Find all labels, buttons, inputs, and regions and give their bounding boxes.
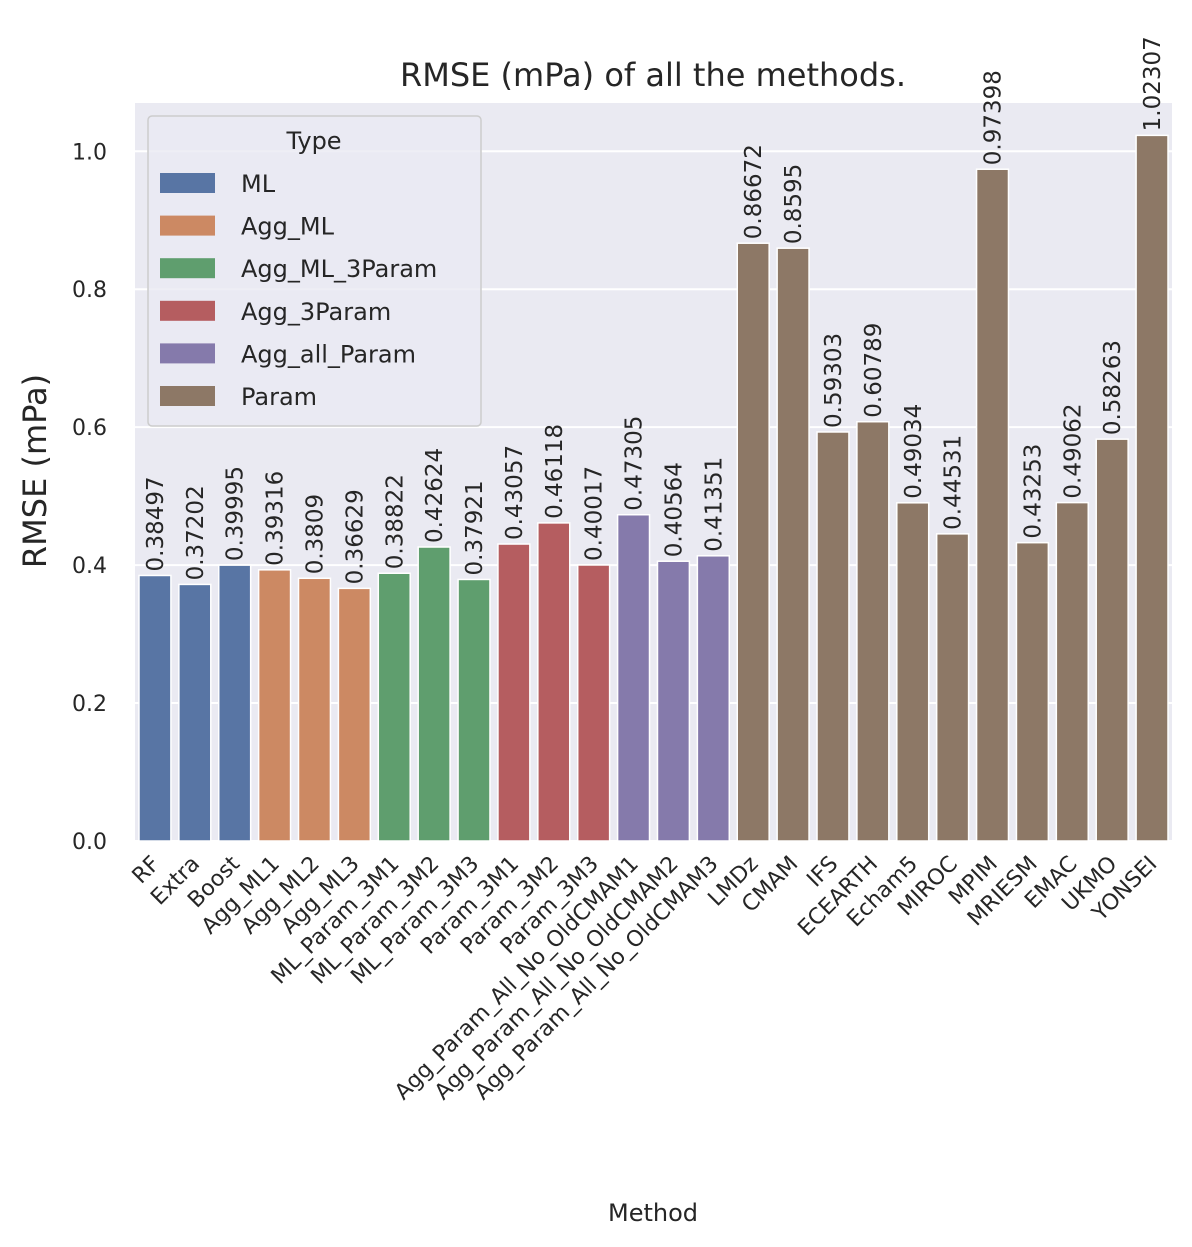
bar: [736, 242, 770, 842]
data-label: 0.39995: [223, 466, 249, 561]
data-label: 0.43057: [502, 445, 528, 540]
bar: [935, 533, 970, 842]
data-label: 0.42624: [422, 448, 448, 543]
legend-swatch: [160, 343, 215, 364]
bar: [856, 420, 890, 842]
data-label: 0.40564: [661, 462, 687, 557]
data-label: 0.60789: [861, 323, 887, 418]
bar: [1135, 134, 1169, 842]
bar: [457, 578, 491, 842]
bar: [337, 587, 372, 842]
data-label: 0.8595: [781, 164, 807, 244]
bars: [138, 134, 1169, 842]
data-label: 0.86672: [741, 144, 767, 239]
data-label: 0.49062: [1060, 403, 1086, 498]
data-label: 0.44531: [941, 435, 967, 530]
y-tick-label: 0.0: [72, 830, 107, 855]
y-axis-label: RMSE (mPa): [16, 374, 54, 568]
legend-swatch: [160, 215, 215, 236]
data-label: 0.97398: [981, 70, 1007, 165]
legend-swatch: [160, 386, 215, 406]
legend-swatch: [160, 300, 215, 321]
bar: [497, 543, 531, 842]
data-label: 0.37202: [183, 485, 209, 580]
bar: [257, 569, 292, 842]
bar: [417, 546, 451, 842]
legend-label: Agg_ML: [241, 213, 335, 241]
legend-swatch: [160, 173, 215, 193]
data-label: 0.39316: [263, 471, 289, 566]
bar: [896, 502, 930, 842]
data-label: 0.47305: [622, 416, 648, 511]
data-labels: 0.38497 0.37202 0.39995 0.39316 0.3809 0.3662…: [143, 36, 1166, 584]
legend-swatch: [160, 258, 215, 279]
y-axis-ticks: 0.0 0.2 0.4 0.6 0.8 1.0: [72, 140, 107, 855]
legend-box: [147, 115, 482, 427]
legend: Type ML Agg_ML Agg_ML_3Param Agg_3Param Agg_…: [147, 115, 482, 427]
data-label: 1.02307: [1140, 36, 1166, 131]
legend-label: Agg_3Param: [241, 298, 391, 326]
bar: [816, 431, 850, 842]
data-label: 0.59303: [821, 333, 847, 428]
legend-label: ML: [241, 170, 276, 198]
data-label: 0.58263: [1100, 340, 1126, 435]
bar: [576, 564, 611, 842]
legend-entries: ML Agg_ML Agg_ML_3Param Agg_3Param Agg_all_P…: [160, 170, 437, 411]
legend-label: Agg_all_Param: [241, 340, 416, 368]
data-label: 0.37921: [462, 480, 488, 575]
bar: [1015, 541, 1050, 842]
bar: [537, 522, 571, 842]
data-label: 0.36629: [342, 489, 368, 584]
bar: [1055, 501, 1089, 842]
bar: [1095, 438, 1129, 842]
x-axis-ticks: RFExtraBoostAgg_ML1Agg_ML2Agg_ML3ML_Para…: [128, 851, 1163, 1105]
y-tick-label: 0.4: [72, 554, 107, 579]
data-label: 0.40017: [582, 466, 608, 561]
x-axis-label: Method: [608, 1199, 698, 1227]
bar: [218, 564, 252, 842]
bar: [975, 168, 1010, 842]
bar: [696, 555, 731, 842]
y-tick-label: 0.8: [72, 278, 107, 303]
data-label: 0.46118: [542, 424, 568, 519]
legend-title: Type: [285, 127, 341, 155]
y-tick-label: 0.2: [72, 692, 107, 717]
bar: [776, 247, 810, 842]
data-label: 0.43253: [1020, 444, 1046, 539]
legend-label: Agg_ML_3Param: [241, 255, 437, 283]
bar: [377, 572, 411, 842]
bar: [297, 577, 332, 842]
data-label: 0.49034: [901, 404, 927, 499]
data-label: 0.38822: [382, 474, 408, 569]
data-label: 0.38497: [143, 476, 169, 571]
bar: [656, 560, 691, 842]
y-tick-label: 1.0: [72, 140, 107, 165]
chart-title: RMSE (mPa) of all the methods.: [400, 56, 906, 94]
data-label: 0.3809: [302, 494, 328, 574]
data-label: 0.41351: [701, 457, 727, 552]
bar: [616, 513, 651, 842]
bar: [138, 574, 172, 842]
y-tick-label: 0.6: [72, 416, 107, 441]
legend-label: Param: [241, 383, 317, 411]
bar: [178, 583, 212, 842]
